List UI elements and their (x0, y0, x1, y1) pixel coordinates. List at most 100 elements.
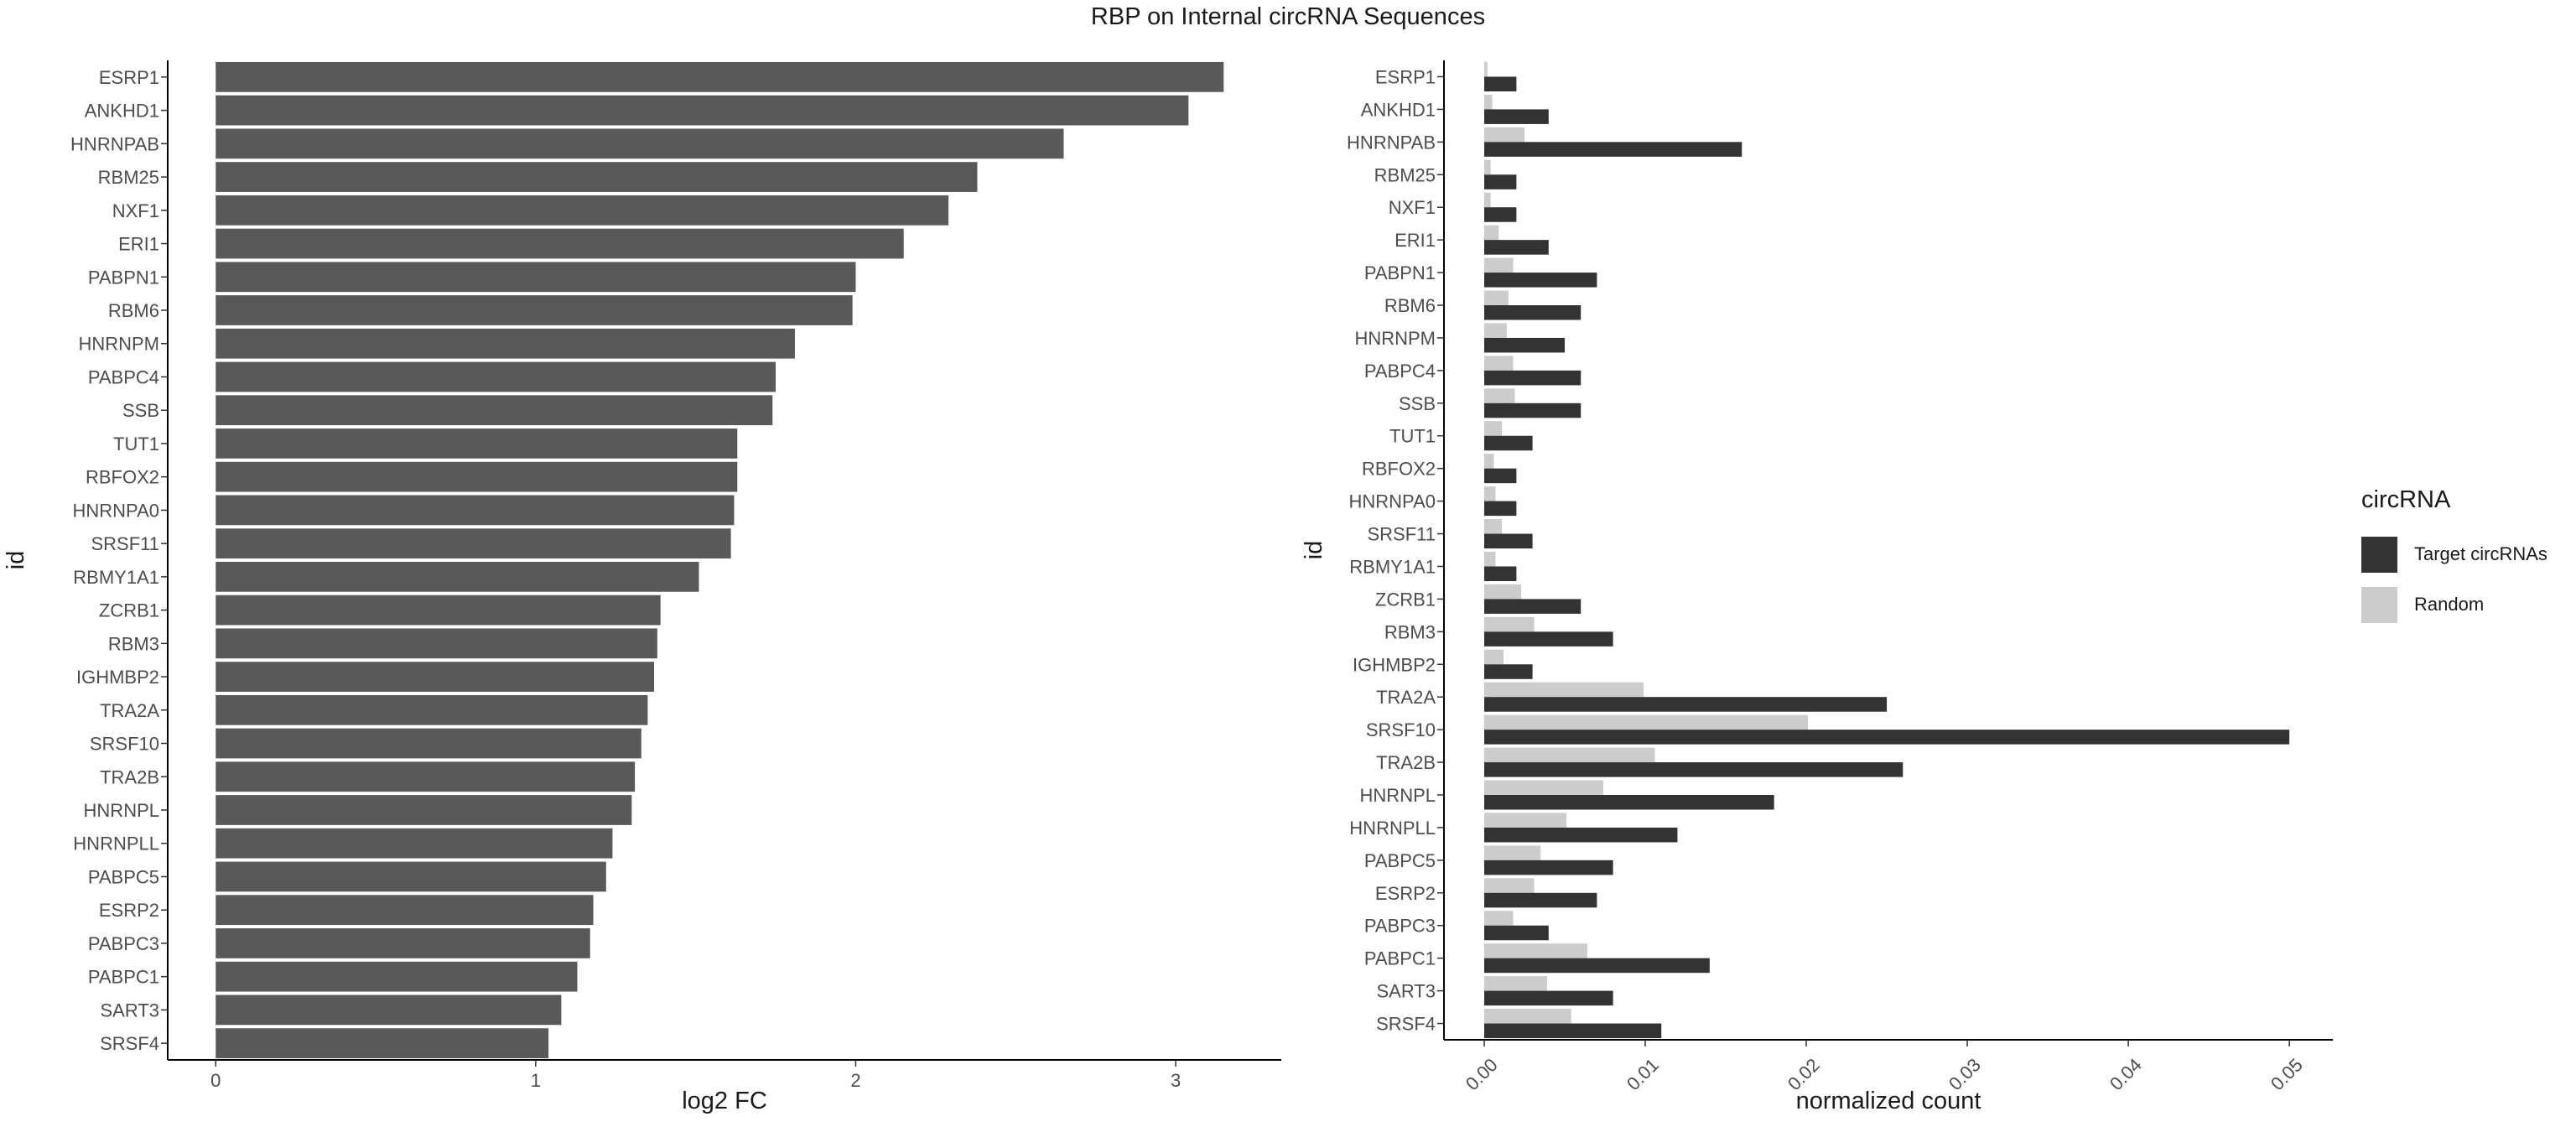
bar-hnrnpa0 (216, 495, 735, 526)
bar-target-hnrnpab (1484, 142, 1742, 157)
x-tick-label: 3 (1171, 1070, 1181, 1091)
bar-random-srsf4 (1484, 1009, 1571, 1024)
bar-random-srsf11 (1484, 519, 1503, 534)
bar-random-rbmy1a1 (1484, 551, 1496, 567)
y-tick-label-hnrnpab: HNRNPAB (1347, 132, 1436, 153)
bar-target-hnrnpl (1484, 795, 1774, 810)
bar-target-srsf4 (1484, 1023, 1662, 1039)
bar-random-pabpn1 (1484, 257, 1514, 273)
bar-pabpn1 (216, 262, 856, 293)
y-tick-label-hnrnpll: HNRNPLL (73, 834, 159, 854)
bar-rbm25 (216, 162, 978, 192)
bar-random-tut1 (1484, 421, 1503, 436)
y-tick-label-eri1: ERI1 (1394, 230, 1436, 251)
bar-random-ssb (1484, 388, 1515, 403)
bar-random-pabpc1 (1484, 943, 1587, 958)
bar-ankhd1 (216, 95, 1189, 126)
bar-random-rbm25 (1484, 159, 1491, 175)
bar-pabpc3 (216, 928, 590, 958)
bar-target-hnrnpa0 (1484, 501, 1517, 517)
bar-target-hnrnpll (1484, 827, 1678, 843)
y-tick-label-hnrnpl: HNRNPL (84, 800, 159, 821)
y-tick-label-rbm25: RBM25 (98, 167, 159, 188)
bar-srsf4 (216, 1028, 549, 1059)
bar-random-rbm6 (1484, 290, 1509, 305)
y-tick-label-hnrnpl: HNRNPL (1360, 785, 1436, 806)
y-tick-label-esrp2: ESRP2 (1375, 883, 1436, 904)
bar-tra2b (216, 761, 636, 792)
legend-label-random: Random (2414, 594, 2485, 615)
bar-random-zcrb1 (1484, 584, 1522, 600)
bar-target-zcrb1 (1484, 599, 1581, 614)
chart-title: RBP on Internal circRNA Sequences (1090, 3, 1486, 30)
bar-target-pabpc5 (1484, 860, 1613, 875)
bar-target-tra2a (1484, 697, 1888, 712)
x-tick-label: 0.05 (2267, 1054, 2307, 1094)
bar-target-rbm6 (1484, 305, 1581, 320)
x-axis-title: log2 FC (682, 1088, 767, 1114)
y-tick-label-ighmbp2: IGHMBP2 (1353, 654, 1436, 675)
y-axis-title: id (3, 551, 29, 570)
y-tick-label-zcrb1: ZCRB1 (1375, 589, 1436, 610)
y-tick-label-pabpc3: PABPC3 (1364, 916, 1436, 937)
bar-hnrnpab (216, 128, 1064, 159)
bar-target-tra2b (1484, 762, 1903, 777)
y-tick-label-pabpn1: PABPN1 (1364, 262, 1436, 283)
bar-random-sart3 (1484, 976, 1547, 991)
y-tick-label-zcrb1: ZCRB1 (99, 600, 159, 621)
y-tick-label-srsf4: SRSF4 (1376, 1014, 1436, 1035)
y-tick-label-eri1: ERI1 (118, 234, 159, 255)
y-tick-label-rbfox2: RBFOX2 (1362, 459, 1436, 480)
y-tick-label-tut1: TUT1 (113, 434, 159, 454)
bar-target-tut1 (1484, 435, 1533, 451)
y-tick-label-tra2a: TRA2A (1376, 687, 1436, 708)
y-tick-label-ssb: SSB (1399, 393, 1436, 414)
bar-ssb (216, 395, 773, 426)
bar-random-pabpc3 (1484, 911, 1514, 926)
y-tick-label-rbfox2: RBFOX2 (86, 467, 159, 488)
y-tick-label-pabpc4: PABPC4 (1364, 361, 1436, 382)
bar-random-hnrnpab (1484, 127, 1525, 143)
y-tick-label-rbmy1a1: RBMY1A1 (73, 567, 159, 588)
bar-target-esrp2 (1484, 892, 1597, 908)
bar-hnrnpm (216, 328, 795, 359)
y-tick-label-pabpc1: PABPC1 (88, 967, 159, 988)
bar-random-srsf10 (1484, 714, 1808, 730)
y-tick-label-pabpc4: PABPC4 (88, 366, 159, 387)
y-tick-label-ssb: SSB (122, 400, 159, 421)
bar-target-rbm25 (1484, 174, 1517, 190)
x-tick-label: 0 (210, 1070, 221, 1091)
bar-random-ankhd1 (1484, 94, 1493, 110)
y-tick-label-nxf1: NXF1 (1389, 197, 1436, 218)
bar-hnrnpll (216, 828, 613, 859)
y-tick-label-pabpc3: PABPC3 (88, 933, 159, 954)
y-tick-label-srsf4: SRSF4 (100, 1033, 159, 1054)
y-tick-label-hnrnpm: HNRNPM (1354, 328, 1436, 349)
bar-random-ighmbp2 (1484, 649, 1504, 665)
bar-target-rbmy1a1 (1484, 566, 1517, 581)
bar-rbm3 (216, 628, 657, 659)
y-tick-label-srsf11: SRSF11 (91, 533, 159, 554)
bar-nxf1 (216, 195, 949, 226)
bar-esrp1 (216, 61, 1224, 92)
bar-target-eri1 (1484, 240, 1549, 255)
legend-label-target: Target circRNAs (2414, 543, 2547, 564)
y-tick-label-srsf10: SRSF10 (90, 734, 159, 755)
y-tick-label-pabpc1: PABPC1 (1364, 948, 1436, 969)
x-axis-title: normalized count (1796, 1088, 1981, 1114)
bar-random-pabpc4 (1484, 356, 1514, 371)
bar-target-ankhd1 (1484, 109, 1549, 124)
bar-pabpc4 (216, 361, 776, 392)
bar-ighmbp2 (216, 662, 655, 692)
bar-hnrnpl (216, 795, 632, 825)
bar-target-ighmbp2 (1484, 664, 1533, 679)
bar-random-hnrnpl (1484, 780, 1604, 795)
y-tick-label-nxf1: NXF1 (112, 200, 159, 221)
x-tick-label: 0.04 (2106, 1054, 2146, 1094)
y-tick-label-sart3: SART3 (1376, 981, 1436, 1002)
bar-tra2a (216, 694, 648, 725)
y-tick-label-tut1: TUT1 (1389, 426, 1436, 447)
y-tick-label-rbm6: RBM6 (108, 300, 159, 321)
